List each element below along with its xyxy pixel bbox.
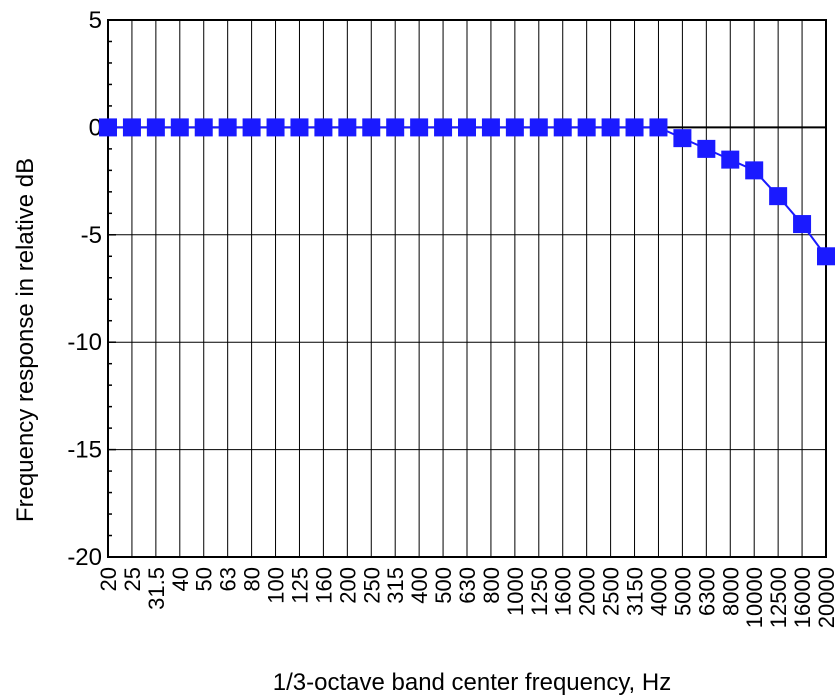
y-axis-tick-labels: 5 0 -5 -10 -15 -20: [67, 7, 102, 571]
y-axis-ticks: [108, 19, 116, 558]
data-point-marker: [410, 118, 429, 137]
data-point-marker: [601, 118, 620, 137]
x-tick-label: 400: [407, 567, 432, 604]
data-point-marker: [649, 118, 668, 137]
data-point-marker: [170, 118, 189, 137]
data-point-marker: [673, 129, 692, 148]
x-tick-label: 50: [192, 567, 217, 591]
data-point-marker: [529, 118, 548, 137]
x-tick-label: 315: [383, 567, 408, 604]
data-point-marker: [242, 118, 261, 137]
data-point-marker: [266, 118, 285, 137]
data-point-marker: [314, 118, 333, 137]
data-point-marker: [721, 150, 740, 169]
data-point-marker: [553, 118, 572, 137]
data-point-marker: [481, 118, 500, 137]
y-tick-label: -20: [67, 544, 102, 571]
x-tick-label: 31.5: [144, 567, 169, 610]
y-tick-label: -5: [81, 222, 102, 249]
x-tick-label: 80: [240, 567, 265, 591]
x-tick-label: 10000: [742, 567, 767, 628]
y-tick-label: -10: [67, 329, 102, 356]
data-point-marker: [434, 118, 453, 137]
data-point-marker: [194, 118, 213, 137]
series-group: [99, 118, 835, 266]
data-point-marker: [290, 118, 309, 137]
x-tick-label: 63: [216, 567, 241, 591]
x-tick-label: 250: [359, 567, 384, 604]
x-tick-label: 2500: [599, 567, 624, 616]
data-point-marker: [362, 118, 381, 137]
x-tick-label: 500: [431, 567, 456, 604]
x-tick-label: 12500: [766, 567, 791, 628]
data-point-marker: [745, 161, 764, 180]
x-axis-tick-labels: 202531.540506380100125160200250315400500…: [96, 567, 837, 628]
y-tick-label: 0: [89, 114, 102, 141]
y-axis-title: Frequency response in relative dB: [12, 158, 39, 522]
data-point-marker: [793, 215, 812, 234]
data-point-marker: [505, 118, 524, 137]
data-point-marker: [769, 187, 788, 206]
data-point-marker: [458, 118, 476, 137]
data-point-marker: [817, 247, 835, 266]
x-tick-label: 160: [311, 567, 336, 604]
x-tick-label: 4000: [646, 567, 671, 616]
data-point-marker: [338, 118, 357, 137]
data-point-marker: [577, 118, 596, 137]
data-point-marker: [122, 118, 141, 137]
data-point-marker: [697, 139, 716, 158]
data-point-marker: [218, 118, 237, 137]
x-tick-label: 1250: [527, 567, 552, 616]
x-tick-label: 20000: [814, 567, 837, 628]
x-tick-label: 200: [335, 567, 360, 604]
x-tick-label: 3150: [623, 567, 648, 616]
y-tick-label: -15: [67, 437, 102, 464]
x-axis-title: 1/3-octave band center frequency, Hz: [273, 669, 671, 696]
x-tick-label: 8000: [718, 567, 743, 616]
data-point-marker: [99, 118, 117, 137]
x-tick-label: 100: [264, 567, 289, 604]
x-tick-label: 6300: [694, 567, 719, 616]
grid-lines: [107, 19, 827, 558]
x-tick-label: 40: [168, 567, 193, 591]
x-tick-label: 20: [96, 567, 121, 591]
data-point-marker: [386, 118, 405, 137]
x-tick-label: 125: [287, 567, 312, 604]
data-point-marker: [146, 118, 165, 137]
x-tick-label: 630: [455, 567, 480, 604]
x-tick-label: 16000: [790, 567, 815, 628]
y-tick-label: 5: [89, 7, 102, 34]
x-tick-label: 25: [120, 567, 145, 591]
x-tick-label: 2000: [575, 567, 600, 616]
data-point-marker: [625, 118, 644, 137]
x-tick-label: 1600: [551, 567, 576, 616]
x-tick-label: 1000: [503, 567, 528, 616]
x-tick-label: 800: [479, 567, 504, 604]
x-tick-label: 5000: [670, 567, 695, 616]
plot-frame: [107, 19, 827, 558]
